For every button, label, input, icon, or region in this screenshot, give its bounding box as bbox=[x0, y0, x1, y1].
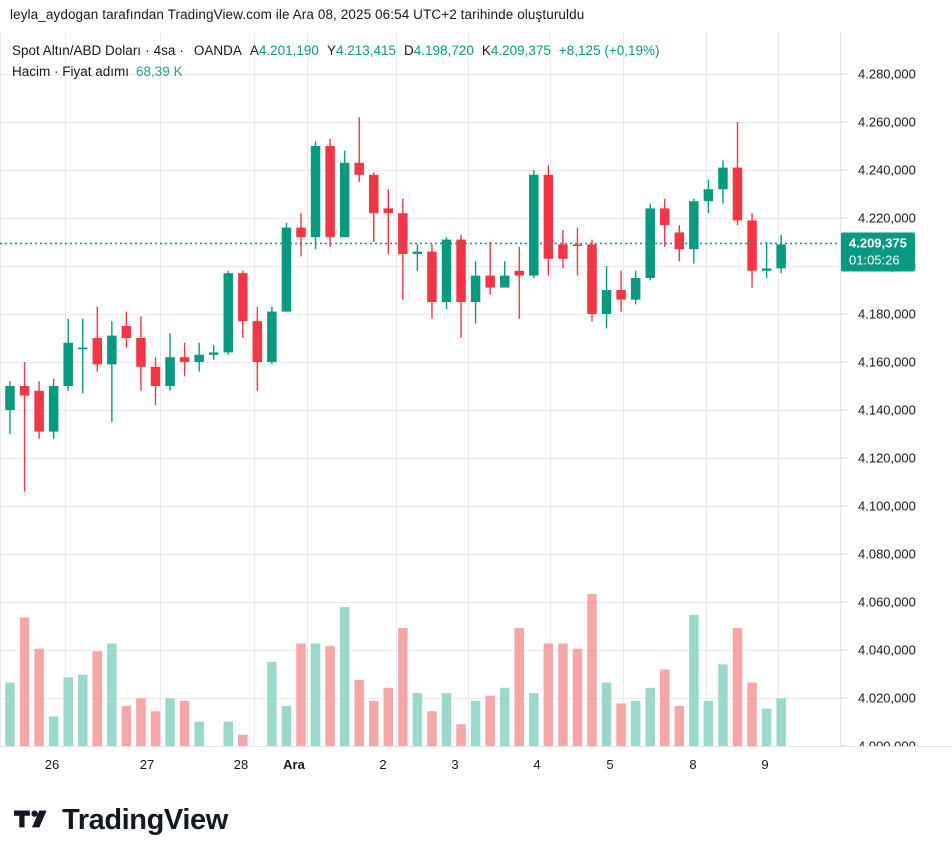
current-price-value: 4.209,375 bbox=[849, 235, 907, 250]
time-axis[interactable]: 26 27 28 Ara 2 3 4 5 8 9 bbox=[0, 746, 952, 783]
time-tick-label: 5 bbox=[606, 757, 614, 772]
price-tick-dash bbox=[841, 121, 847, 123]
price-tick-label: 4.080,000 bbox=[858, 546, 916, 562]
price-tick-label: 4.060,000 bbox=[858, 594, 916, 610]
plot-area[interactable]: Spot Altın/ABD Doları · 4sa · OANDA A4.2… bbox=[0, 31, 840, 746]
price-tick-label: 4.100,000 bbox=[858, 498, 916, 514]
attribution-text: leyla_aydogan tarafından TradingView.com… bbox=[10, 7, 585, 22]
price-tick-label: 4.040,000 bbox=[858, 642, 916, 658]
price-tick-label: 4.020,000 bbox=[858, 690, 916, 706]
time-tick-label: 4 bbox=[533, 757, 541, 772]
tradingview-wordmark: TradingView bbox=[62, 804, 228, 836]
time-tick-label: 26 bbox=[44, 757, 60, 772]
candlestick-series bbox=[5, 117, 786, 492]
time-tick-label: 3 bbox=[451, 757, 459, 772]
price-tick-dash bbox=[841, 553, 847, 555]
price-tick-dash bbox=[841, 409, 847, 411]
price-tick-dash bbox=[841, 457, 847, 459]
chart-frame: Spot Altın/ABD Doları · 4sa · OANDA A4.2… bbox=[0, 31, 952, 783]
price-tick-dash bbox=[841, 361, 847, 363]
tradingview-logo: TradingView bbox=[14, 804, 228, 837]
time-tick-label: 28 bbox=[233, 757, 249, 772]
price-tick-label: 4.240,000 bbox=[858, 162, 916, 178]
time-tick-label: Ara bbox=[283, 757, 305, 772]
price-tick-label: 4.180,000 bbox=[858, 306, 916, 322]
price-tick-dash bbox=[841, 217, 847, 219]
price-tick-dash bbox=[841, 313, 847, 315]
current-price-badge: 4.209,375 01:05:26 bbox=[841, 232, 915, 271]
price-axis[interactable]: 4.280,000 4.260,000 4.240,000 4.220,000 4.20… bbox=[840, 31, 952, 779]
price-axis-divider bbox=[840, 31, 841, 746]
price-tick-label: 4.220,000 bbox=[858, 210, 916, 226]
time-tick-label: 9 bbox=[761, 757, 769, 772]
price-tick-dash bbox=[841, 649, 847, 651]
price-tick-label: 4.120,000 bbox=[858, 450, 916, 466]
volume-bars bbox=[5, 594, 786, 746]
footer: TradingView bbox=[0, 783, 952, 858]
price-tick-dash bbox=[841, 73, 847, 75]
price-tick-label: 4.280,000 bbox=[858, 66, 916, 82]
price-tick-label: 4.140,000 bbox=[858, 402, 916, 418]
tradingview-mark-icon bbox=[14, 809, 47, 827]
price-tick-label: 4.160,000 bbox=[858, 354, 916, 370]
price-tick-dash bbox=[841, 697, 847, 699]
price-tick-label: 4.260,000 bbox=[858, 114, 916, 130]
time-tick-label: 27 bbox=[139, 757, 155, 772]
price-tick-dash bbox=[841, 505, 847, 507]
time-tick-label: 2 bbox=[379, 757, 387, 772]
candle-countdown: 01:05:26 bbox=[849, 252, 900, 267]
current-price-line bbox=[0, 242, 840, 245]
time-tick-label: 8 bbox=[689, 757, 697, 772]
price-tick-dash bbox=[841, 169, 847, 171]
price-tick-dash bbox=[841, 601, 847, 603]
